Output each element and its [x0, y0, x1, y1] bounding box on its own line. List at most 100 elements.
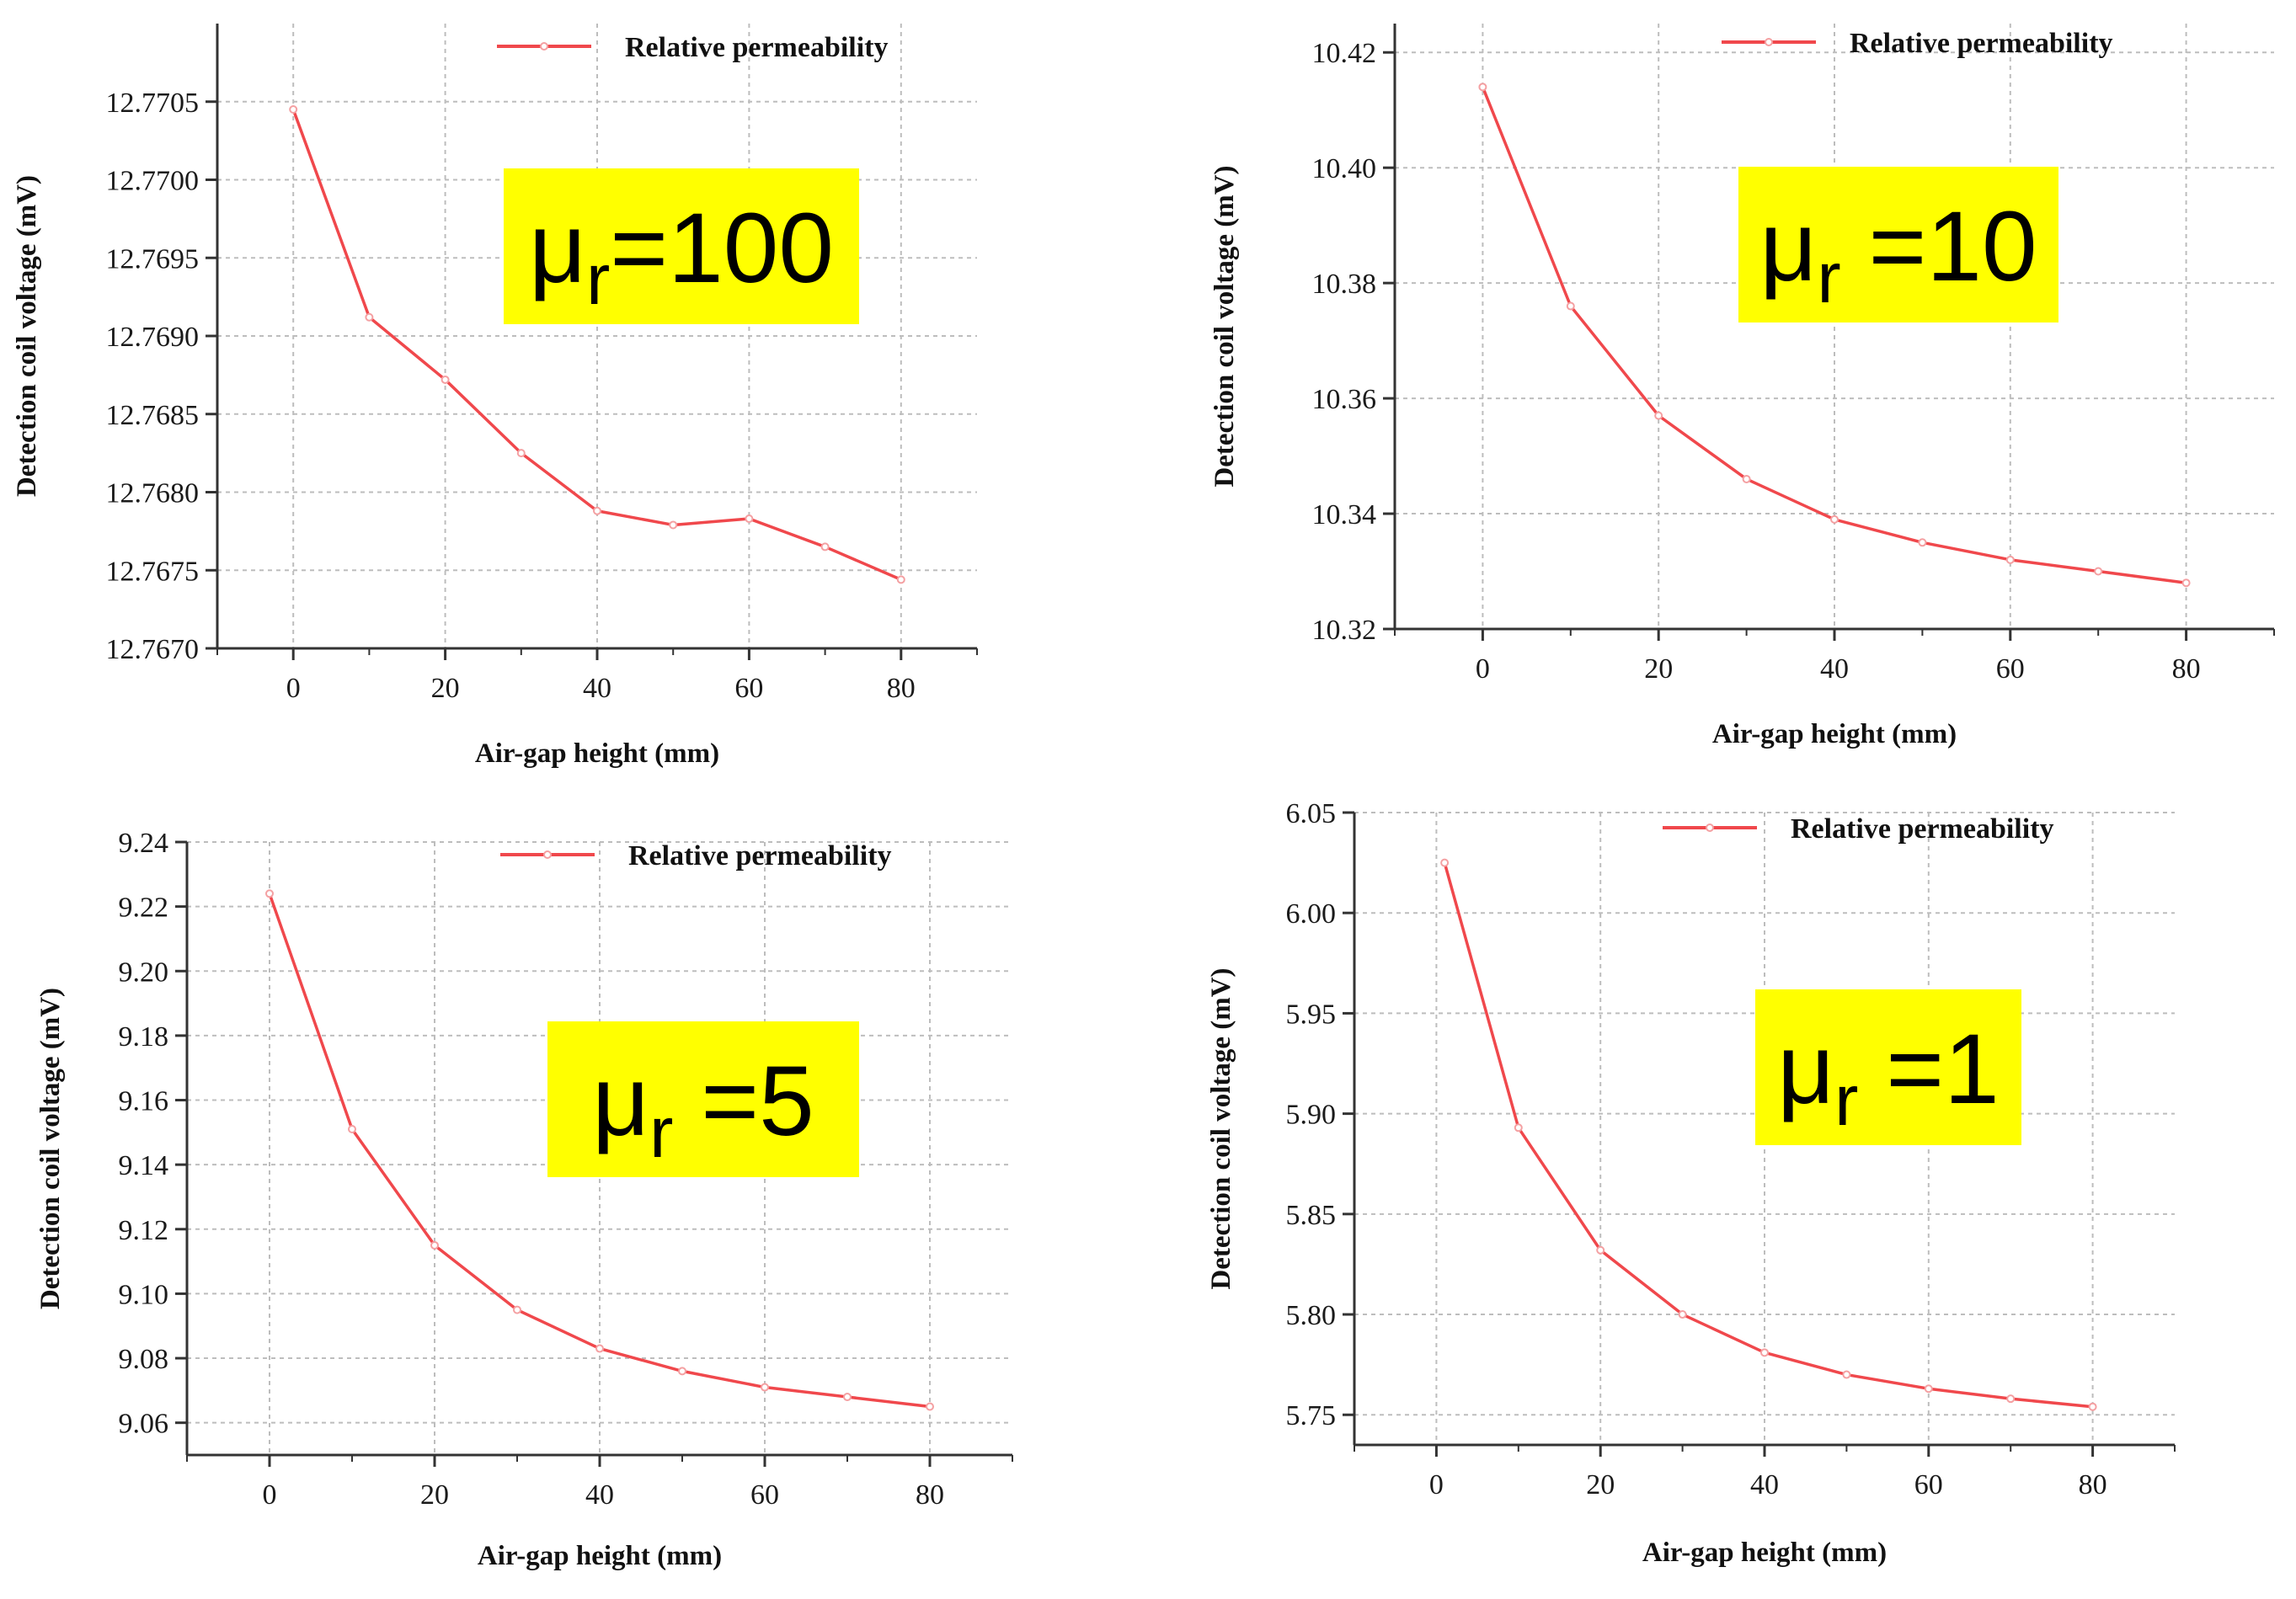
y-tick-label: 5.85 — [1286, 1200, 1337, 1231]
chart-panel-mu100: 0 20 40 60 80 12.7670 12.7675 12.7680 12.7685 12.… — [12, 24, 978, 769]
y-tick-label: 10.34 — [1312, 499, 1377, 530]
legend-marker — [543, 850, 552, 859]
legend-marker — [1765, 38, 1773, 46]
mu-badge — [547, 1021, 859, 1177]
x-tick-label: 40 — [585, 1479, 614, 1511]
x-tick-label: 20 — [431, 673, 460, 704]
y-tick-label: 6.00 — [1286, 898, 1337, 930]
mu-badge-label: μr =1 — [1777, 1014, 2000, 1141]
x-tick-label: 20 — [1644, 653, 1673, 685]
data-point — [1566, 301, 1575, 311]
x-tick-label: 60 — [1996, 653, 2025, 685]
y-tick-label: 10.40 — [1312, 153, 1377, 184]
data-point — [1514, 1123, 1523, 1133]
y-axis-title: Detection coil voltage (mV) — [35, 988, 66, 1309]
mu-subscript: r — [1817, 238, 1840, 318]
x-tick-label: 60 — [734, 673, 763, 704]
data-point — [1478, 83, 1487, 92]
legend-label: Relative permeability — [1791, 813, 2054, 845]
data-point — [1842, 1370, 1851, 1379]
mu-subscript: r — [586, 240, 610, 320]
y-tick-label: 9.10 — [119, 1279, 169, 1310]
y-tick-label: 10.38 — [1312, 269, 1377, 300]
y-tick-label: 10.32 — [1312, 615, 1377, 646]
legend-label: Relative permeability — [628, 840, 892, 871]
y-tick-label: 10.36 — [1312, 384, 1377, 415]
legend-marker — [1706, 823, 1714, 832]
x-tick-label: 40 — [1820, 653, 1849, 685]
mu-value: =10 — [1841, 191, 2037, 302]
x-tick-label: 20 — [420, 1479, 449, 1511]
x-axis-title: Air-gap height (mm) — [478, 1541, 722, 1571]
mu-symbol: μ — [1777, 1014, 1834, 1125]
data-point — [365, 312, 374, 322]
x-tick-label: 40 — [1750, 1469, 1779, 1500]
mu-badge-label: μr =10 — [1759, 191, 2037, 318]
mu-badge-label: μr=100 — [529, 193, 834, 320]
data-point — [896, 575, 905, 584]
y-tick-label: 9.20 — [119, 957, 169, 988]
legend-label: Relative permeability — [625, 32, 889, 63]
data-point — [2181, 578, 2191, 588]
data-point — [1440, 858, 1450, 867]
data-point — [265, 889, 274, 898]
y-tick-label: 5.80 — [1286, 1300, 1337, 1331]
mu-badge — [1755, 989, 2021, 1145]
data-point — [678, 1367, 686, 1376]
mu-symbol: μ — [1759, 191, 1817, 302]
y-tick-label: 9.18 — [119, 1021, 169, 1053]
mu-badge-label: μr =5 — [592, 1046, 814, 1173]
y-tick-label: 5.95 — [1286, 999, 1337, 1030]
x-tick-label: 80 — [916, 1479, 944, 1511]
y-axis-title: Detection coil voltage (mV) — [1209, 165, 1240, 487]
data-point — [441, 375, 450, 384]
y-tick-label: 12.7705 — [106, 88, 200, 119]
data-point — [2088, 1402, 2097, 1411]
y-tick-label: 12.7700 — [106, 166, 200, 197]
x-tick-label: 0 — [263, 1479, 277, 1511]
x-tick-label: 0 — [286, 673, 301, 704]
y-tick-label: 9.08 — [119, 1344, 169, 1375]
data-point — [289, 105, 298, 115]
mu-badge — [1738, 167, 2058, 322]
y-tick-label: 5.75 — [1286, 1400, 1337, 1431]
data-point — [1742, 474, 1751, 483]
data-point — [2006, 1394, 2016, 1404]
x-tick-label: 80 — [887, 673, 916, 704]
y-tick-label: 12.7695 — [106, 243, 200, 274]
legend-marker — [540, 42, 548, 51]
data-point — [430, 1240, 439, 1250]
x-tick-label: 60 — [750, 1479, 779, 1511]
data-point — [1924, 1384, 1933, 1394]
x-axis-title: Air-gap height (mm) — [475, 738, 719, 769]
data-point — [1918, 538, 1927, 547]
y-tick-label: 6.05 — [1286, 798, 1337, 829]
x-tick-label: 60 — [1914, 1469, 1943, 1500]
y-axis-title: Detection coil voltage (mV) — [12, 175, 42, 497]
y-tick-label: 9.06 — [119, 1409, 169, 1440]
y-tick-label: 12.7690 — [106, 322, 200, 353]
y-tick-label: 10.42 — [1312, 38, 1377, 69]
mu-value: =100 — [610, 193, 834, 304]
data-point — [820, 542, 830, 552]
chart-panel-mu10: 0 20 40 60 80 10.32 10.34 10.36 10.38 10.40 10.42 A… — [1209, 24, 2275, 749]
y-axis-title: Detection coil voltage (mV) — [1206, 967, 1236, 1289]
data-point — [595, 1344, 604, 1353]
x-tick-label: 0 — [1429, 1469, 1444, 1500]
x-tick-label: 80 — [2079, 1469, 2107, 1500]
data-point — [2005, 555, 2015, 564]
y-tick-label: 12.7675 — [106, 556, 200, 587]
data-point — [2094, 567, 2103, 576]
y-tick-label: 9.16 — [119, 1086, 169, 1117]
y-tick-label: 12.7670 — [106, 634, 200, 665]
x-axis-title: Air-gap height (mm) — [1642, 1538, 1887, 1568]
x-tick-label: 20 — [1586, 1469, 1615, 1500]
data-point — [516, 449, 526, 458]
data-point — [745, 514, 754, 524]
data-point — [1654, 411, 1663, 420]
data-point — [669, 520, 678, 530]
x-tick-label: 80 — [2172, 653, 2201, 685]
y-tick-label: 9.24 — [119, 828, 169, 859]
y-tick-label: 9.12 — [119, 1215, 169, 1246]
